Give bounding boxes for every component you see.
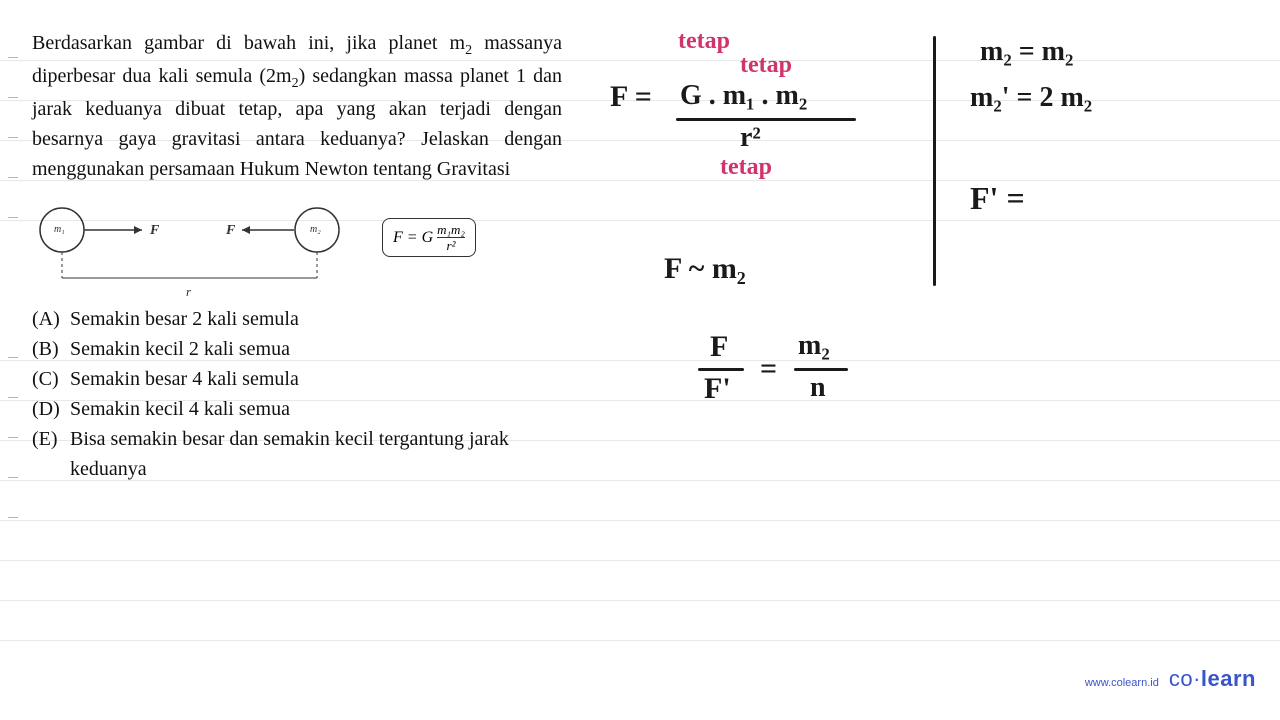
q-line1-sub: 2 (465, 43, 472, 58)
q-line2-sub: 2 (292, 76, 299, 91)
footer-logo: co·learn (1169, 666, 1256, 692)
force-label-1: F (149, 223, 160, 238)
hw-Fp-eq: F' = (970, 180, 1025, 217)
hw-divider (933, 36, 936, 286)
planets-svg: m₁ F F m₂ r (32, 200, 372, 300)
q-line2b: ) sedangkan (299, 65, 397, 87)
hw-ratio-bar-left (698, 368, 744, 371)
hw-eq-num: G . m₁ . m₂ (680, 80, 807, 112)
hw-F-eq: F = (610, 80, 652, 114)
hw-ratio-m2: m₂ (798, 330, 830, 362)
m2-label: m₂ (310, 224, 321, 235)
m1-label: m₁ (54, 224, 65, 235)
footer: www.colearn.id co·learn (1085, 666, 1256, 692)
diagram: m₁ F F m₂ r F = G m₁m₂ r² (32, 200, 562, 300)
hw-proportional: F ~ m₂ (664, 252, 746, 286)
hw-ratio-bar-right (794, 368, 848, 371)
hw-m2-eq: m₂ = m₂ (980, 36, 1073, 68)
formula-lhs: F = G (393, 229, 433, 247)
formula-den: r² (447, 239, 456, 252)
option-c: (C)Semakin besar 4 kali semula (32, 364, 562, 394)
option-b: (B)Semakin kecil 2 kali semua (32, 334, 562, 364)
hw-ratio-F: F (710, 330, 728, 364)
option-e: (E)Bisa semakin besar dan semakin kecil … (32, 424, 562, 484)
hw-tetap-3: tetap (720, 154, 772, 181)
hw-ratio-eq: = (760, 352, 777, 386)
hw-eq-fraction-bar (676, 118, 856, 121)
formula-box: F = G m₁m₂ r² (382, 218, 476, 257)
hw-eq-den: r² (740, 122, 761, 154)
logo-pre: co (1169, 666, 1193, 691)
footer-url: www.colearn.id (1085, 677, 1159, 689)
q-line1: Berdasarkan gambar di bawah ini, jika pl… (32, 32, 465, 54)
hw-ratio-n: n (810, 372, 826, 404)
formula-num: m₁m₂ (437, 223, 465, 236)
force-label-2: F (225, 223, 236, 238)
distance-label: r (186, 284, 192, 299)
question-text: Berdasarkan gambar di bawah ini, jika pl… (32, 28, 562, 184)
q-line6: persamaan Hukum Newton tentang Gravitasi (149, 158, 510, 180)
hw-m2p-eq: m₂' = 2 m₂ (970, 82, 1092, 114)
hw-tetap-1: tetap (678, 28, 730, 55)
logo-post: learn (1201, 666, 1256, 691)
hw-tetap-2: tetap (740, 52, 792, 79)
question-block: Berdasarkan gambar di bawah ini, jika pl… (32, 28, 562, 484)
options-list: (A)Semakin besar 2 kali semula (B)Semaki… (32, 304, 562, 484)
option-d: (D)Semakin kecil 4 kali semua (32, 394, 562, 424)
option-a: (A)Semakin besar 2 kali semula (32, 304, 562, 334)
logo-dot: · (1193, 666, 1201, 691)
hw-ratio-Fp: F' (704, 372, 731, 406)
